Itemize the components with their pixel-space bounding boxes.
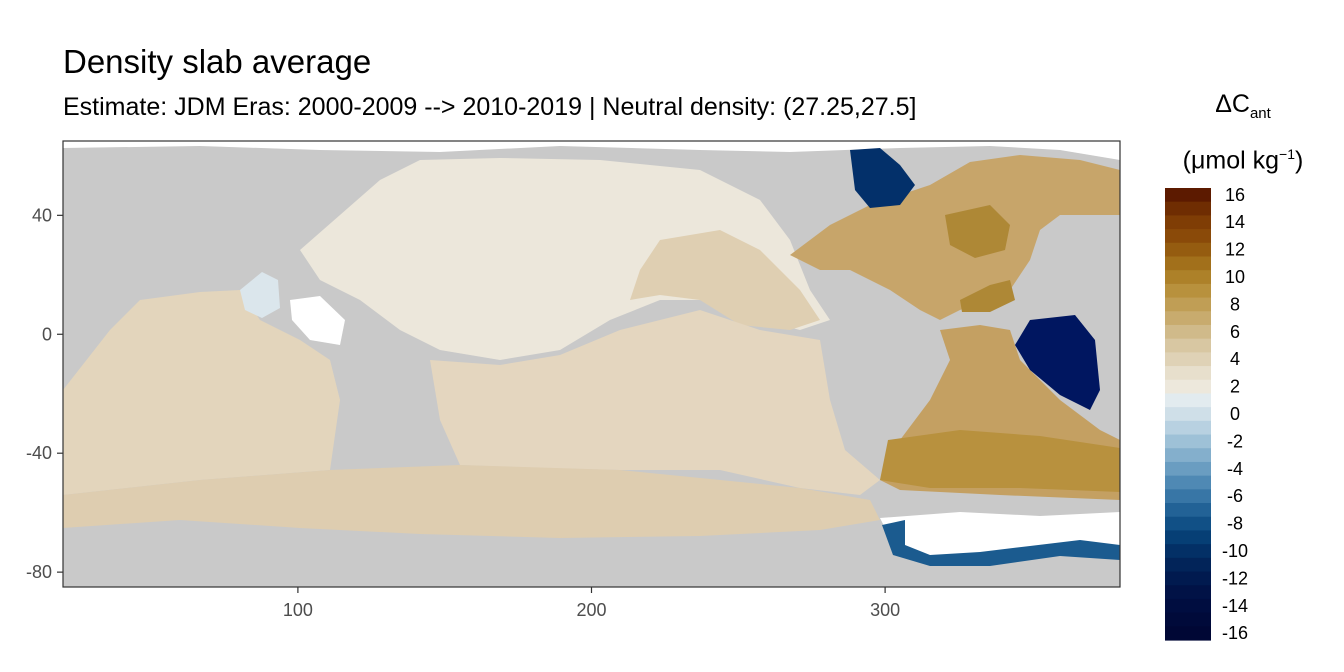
- ocean-field: [63, 141, 1120, 566]
- legend-color-bin: [1165, 434, 1211, 449]
- chart-title: Density slab average: [63, 43, 372, 80]
- southern-ocean-region: [63, 465, 880, 538]
- x-axis: 100 200 300: [283, 587, 900, 620]
- legend-tick-label: 0: [1230, 404, 1240, 424]
- legend-color-bin: [1165, 598, 1211, 614]
- legend-color-bin: [1165, 420, 1211, 436]
- legend-color-bin: [1165, 612, 1211, 627]
- south-atlantic-band: [880, 430, 1120, 492]
- x-tick-label: 100: [283, 600, 313, 620]
- east-atlantic-low-region: [1015, 315, 1100, 410]
- legend-title-unit: (μmol kg−1): [1182, 146, 1304, 175]
- legend-color-bin: [1165, 626, 1211, 641]
- legend-color-bin: [1165, 188, 1211, 203]
- maritime-continent-nodata: [290, 296, 345, 345]
- legend-color-bin: [1165, 270, 1211, 285]
- legend-tick-label: -6: [1227, 486, 1243, 506]
- legend-tick-label: -8: [1227, 514, 1243, 534]
- arctic-nodata: [63, 141, 1120, 160]
- legend-color-bin: [1165, 201, 1211, 216]
- weddell-sea-region: [882, 520, 1120, 566]
- chart-subtitle: Estimate: JDM Eras: 2000-2009 --> 2010-2…: [63, 93, 917, 121]
- legend-color-bin: [1165, 461, 1211, 477]
- legend-color-bin: [1165, 352, 1211, 367]
- y-tick-label: -40: [26, 443, 52, 463]
- south-pacific-region: [430, 310, 880, 495]
- gulf-stream-tongue: [960, 280, 1015, 312]
- legend-color-bin: [1165, 571, 1211, 586]
- legend-tick-label: -12: [1222, 568, 1248, 588]
- legend-tick-label: -2: [1227, 431, 1243, 451]
- legend-tick-label: 12: [1225, 240, 1245, 260]
- y-axis: 40 0 -40 -80: [26, 205, 63, 582]
- legend-color-bin: [1165, 297, 1211, 312]
- legend-tick-label: -16: [1222, 623, 1248, 643]
- legend-color-bin: [1165, 242, 1211, 258]
- legend-tick-label: -14: [1222, 596, 1248, 616]
- legend-color-bin: [1165, 503, 1211, 518]
- legend-color-bin: [1165, 229, 1211, 244]
- y-tick-label: -80: [26, 562, 52, 582]
- legend-color-bin: [1165, 407, 1211, 422]
- legend-color-bin: [1165, 557, 1211, 573]
- y-tick-label: 0: [42, 324, 52, 344]
- legend-tick-label: 4: [1230, 349, 1240, 369]
- x-tick-label: 200: [576, 600, 606, 620]
- legend-color-bin: [1165, 215, 1211, 230]
- legend-color-bin: [1165, 475, 1211, 490]
- legend-title-symbol: ΔCant: [1215, 90, 1271, 122]
- legend-color-bin: [1165, 324, 1211, 340]
- legend-color-bin: [1165, 366, 1211, 381]
- x-tick-label: 300: [870, 600, 900, 620]
- legend-tick-label: 6: [1230, 322, 1240, 342]
- legend-tick-label: 2: [1230, 377, 1240, 397]
- legend-tick-label: 16: [1225, 185, 1245, 205]
- legend-tick-label: 8: [1230, 294, 1240, 314]
- legend-color-bin: [1165, 283, 1211, 299]
- legend-color-bin: [1165, 448, 1211, 463]
- y-tick-label: 40: [32, 205, 52, 225]
- north-pacific-region: [300, 158, 830, 360]
- legend-color-bin: [1165, 544, 1211, 559]
- legend-color-bin: [1165, 379, 1211, 395]
- legend-color-bin: [1165, 311, 1211, 326]
- legend-color-bin: [1165, 516, 1211, 532]
- legend-color-bin: [1165, 530, 1211, 545]
- legend-color-bin: [1165, 489, 1211, 504]
- legend-tick-label: 10: [1225, 267, 1245, 287]
- legend-tick-label: -4: [1227, 459, 1243, 479]
- indian-ocean-region: [63, 290, 340, 495]
- north-atlantic-core: [945, 205, 1010, 258]
- legend-color-bin: [1165, 393, 1211, 408]
- arabian-sea-region: [240, 272, 280, 318]
- labrador-sea-region: [850, 148, 915, 208]
- legend-tick-label: 14: [1225, 212, 1245, 232]
- legend-colorbar: 16 14 12 10 8 6 4 2 0 -2 -4 -6 -8 -10 -12 -14 -16: [1165, 185, 1248, 643]
- legend-color-bin: [1165, 585, 1211, 600]
- legend-color-bin: [1165, 338, 1211, 353]
- pacific-subtropical-band: [630, 230, 820, 330]
- legend-title: ΔCant (μmol kg−1): [1158, 84, 1328, 180]
- legend-tick-label: -10: [1222, 541, 1248, 561]
- legend-color-bin: [1165, 256, 1211, 271]
